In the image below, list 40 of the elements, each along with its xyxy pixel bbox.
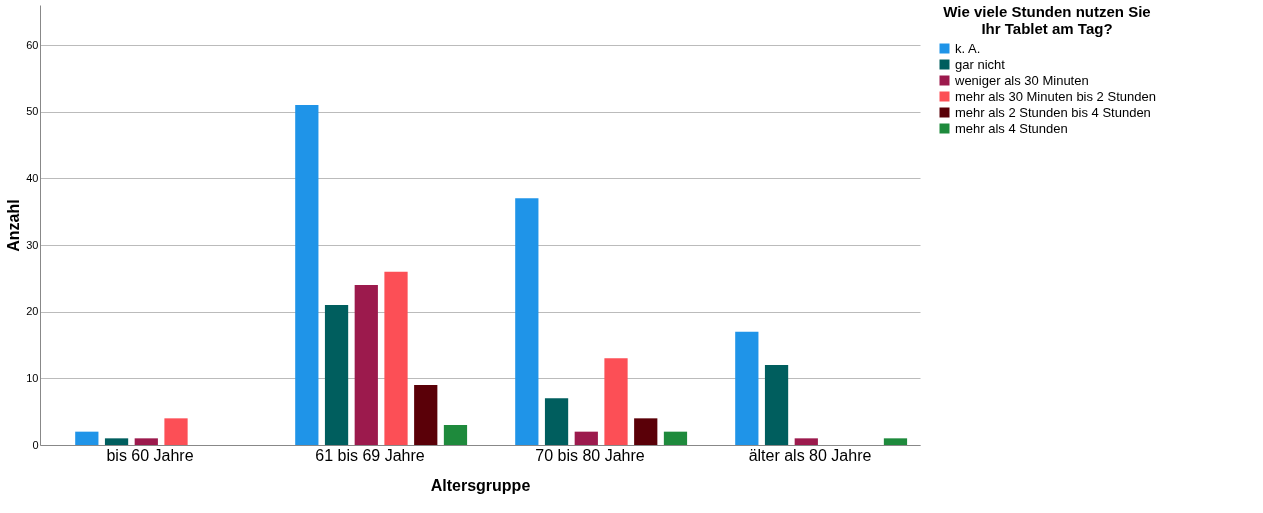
bar <box>735 331 759 445</box>
bar <box>324 305 349 445</box>
bar <box>794 438 818 445</box>
bar <box>164 418 188 445</box>
x-tick-label: älter als 80 Jahre <box>748 446 872 464</box>
bar <box>295 105 319 445</box>
bar <box>883 438 908 445</box>
bar <box>604 358 628 445</box>
legend-label: weniger als 30 Minuten <box>954 72 1089 88</box>
y-tick-label: 20 <box>26 305 39 318</box>
y-tick-label: 10 <box>26 371 39 384</box>
x-axis-title: Altersgruppe <box>430 476 531 494</box>
bar <box>384 271 408 445</box>
y-tick-label: 60 <box>26 38 39 51</box>
y-tick-label: 40 <box>26 171 39 184</box>
bar <box>634 418 658 445</box>
bar <box>515 198 539 445</box>
bar <box>104 438 129 445</box>
bar <box>134 438 158 445</box>
legend-label: gar nicht <box>955 56 1006 72</box>
bar <box>663 431 688 445</box>
legend-label: mehr als 30 Minuten bis 2 Stunden <box>955 88 1156 104</box>
y-tick-label: 0 <box>32 438 39 451</box>
bar <box>764 365 789 445</box>
bar <box>574 431 598 445</box>
legend-title: Wie viele Stunden nutzen Sie Ihr Tablet am Tag? <box>943 3 1151 37</box>
y-axis-title: Anzahl <box>5 199 23 252</box>
bar <box>443 425 468 445</box>
y-tick-label: 30 <box>26 238 39 251</box>
legend-label: k. A. <box>955 40 981 56</box>
x-tick-label: 70 bis 80 Jahre <box>535 446 645 464</box>
y-tick-label: 50 <box>26 105 39 118</box>
bar <box>354 285 378 445</box>
bar <box>414 385 438 445</box>
bar <box>75 431 99 445</box>
x-tick-label: 61 bis 69 Jahre <box>315 446 425 464</box>
x-tick-label: bis 60 Jahre <box>106 446 194 464</box>
legend-label: mehr als 4 Stunden <box>955 120 1068 136</box>
legend-label: mehr als 2 Stunden bis 4 Stunden <box>955 104 1151 120</box>
bar <box>544 398 569 445</box>
